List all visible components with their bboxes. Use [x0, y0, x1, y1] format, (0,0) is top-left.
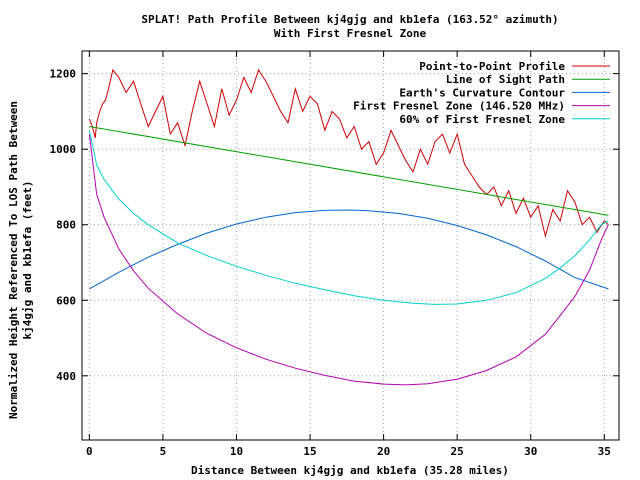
y-tick-label: 400 [56, 370, 76, 383]
plot-frame [81, 50, 620, 441]
legend-label: Point-to-Point Profile [419, 60, 565, 73]
x-tick-label: 5 [160, 445, 167, 458]
y-axis-label-line2: kj4gjg and kb1efa (feet) [21, 181, 34, 340]
x-tick-label: 25 [451, 445, 464, 458]
series-line-first-fresnel-zone-146-520-mhz [88, 134, 609, 386]
chart-title-line1: SPLAT! Path Profile Between kj4gjg and k… [141, 13, 558, 26]
y-axis-label-line1: Normalized Height Referenced To LOS Path… [7, 101, 20, 419]
x-tick-label: 35 [598, 445, 611, 458]
x-tick-label: 20 [377, 445, 390, 458]
series-line-line-of-sight-path [89, 126, 609, 216]
legend-label: Earth's Curvature Contour [399, 86, 565, 99]
legend-label: Line of Sight Path [446, 73, 565, 86]
x-tick-label: 30 [524, 445, 537, 458]
x-tick-label: 15 [303, 445, 316, 458]
y-tick-label: 800 [56, 219, 76, 232]
x-tick-label: 10 [230, 445, 243, 458]
axis-ticks: 0 5 10 15 20 25 30 35 400 600 800 1000 1200 [50, 51, 619, 458]
series-line-60-of-first-fresnel-zone [88, 130, 609, 305]
series-line-earth-s-curvature-contour [89, 209, 609, 290]
y-tick-label: 1200 [50, 68, 77, 81]
series-lines [88, 68, 609, 386]
y-tick-label: 600 [56, 294, 76, 307]
legend-label: First Fresnel Zone (146.520 MHz) [353, 100, 565, 113]
chart-title-line2: With First Fresnel Zone [274, 27, 427, 40]
x-tick-label: 0 [86, 445, 93, 458]
y-tick-label: 1000 [50, 143, 77, 156]
series-line-point-to-point-profile [88, 68, 609, 239]
legend-label: 60% of First Fresnel Zone [399, 113, 565, 126]
x-axis-label: Distance Between kj4gjg and kb1efa (35.2… [191, 464, 509, 477]
grid-lines [82, 51, 619, 440]
